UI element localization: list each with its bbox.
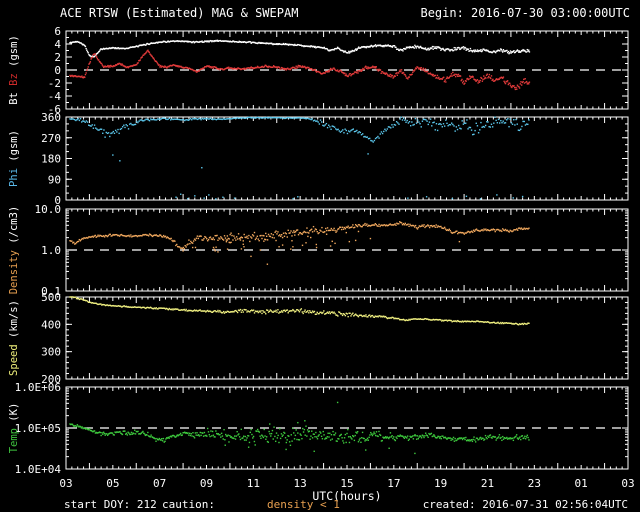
y-tick-label: 270	[41, 132, 61, 145]
y-tick-label: -4	[48, 90, 62, 103]
y-axis-label: Bt Bz (gsm)	[8, 35, 20, 105]
y-tick-label: 1.0E+04	[15, 463, 62, 476]
x-tick-label: 03	[621, 477, 634, 490]
y-tick-label: 300	[41, 346, 61, 359]
y-tick-label: 90	[48, 173, 61, 186]
y-axis-ticks	[66, 208, 628, 292]
y-tick-label: 1.0E+06	[15, 381, 61, 394]
x-axis-labels: 03 05 07 09 11 13 15 17 19 21 23 01 03	[59, 477, 634, 490]
x-tick-label: 05	[106, 477, 119, 490]
y-tick-label: 200	[41, 373, 61, 386]
y-tick-label: 10.0	[35, 203, 62, 216]
y-tick-label: 2	[54, 51, 61, 64]
y-axis-label: Temp (K)	[8, 403, 20, 454]
x-tick-label: 09	[200, 477, 213, 490]
y-tick-label: 0	[54, 64, 61, 77]
y-tick-label: 0.1	[41, 285, 61, 298]
x-tick-label: 03	[59, 477, 72, 490]
y-tick-label: 1.0E+05	[15, 422, 61, 435]
y-tick-label: 0	[54, 194, 61, 207]
x-tick-label: 07	[153, 477, 166, 490]
temp-series	[69, 401, 530, 455]
phi-series	[69, 116, 530, 200]
created-timestamp: created: 2016-07-31 02:56:04UTC	[422, 498, 628, 511]
bt-series	[69, 39, 531, 58]
caution-label: caution:	[162, 498, 215, 511]
y-axis-ticks	[66, 30, 628, 110]
x-axis-ticks	[65, 117, 629, 200]
x-tick-label: 11	[247, 477, 260, 490]
density-series	[69, 221, 530, 265]
y-axis-label: Phi (gsm)	[8, 130, 20, 187]
plot-begin-time: Begin: 2016-07-30 03:00:00UTC	[420, 6, 630, 20]
y-axis-ticks	[66, 116, 628, 201]
x-tick-label: 23	[528, 477, 541, 490]
x-tick-label: 13	[294, 477, 307, 490]
y-axis-label: Density (/cm3)	[8, 206, 20, 295]
y-tick-label: 360	[41, 111, 61, 124]
y-tick-label: 400	[41, 318, 61, 331]
x-axis-title: UTC(hours)	[312, 489, 382, 503]
panel-speed: 500 400 300 200 Speed (km/s)	[8, 291, 629, 386]
x-tick-label: 01	[575, 477, 588, 490]
y-tick-label: 1.0	[41, 244, 61, 257]
bz-series	[69, 49, 531, 91]
x-axis-ticks	[65, 297, 629, 379]
title-bar: ACE RTSW (Estimated) MAG & SWEPAM Begin:…	[0, 6, 640, 22]
start-doy-label: start DOY: 212	[64, 498, 157, 511]
x-tick-label: 19	[434, 477, 447, 490]
speed-series	[69, 296, 530, 326]
panel-phi: 360 270 180 90 0 Phi (gsm)	[8, 111, 629, 207]
caution-value: density < 1	[267, 498, 340, 511]
panel-temp: 1.0E+06 1.0E+05 1.0E+04 Temp (K)	[8, 381, 629, 476]
y-axis-label: Speed (km/s)	[8, 300, 20, 376]
x-tick-label: 15	[340, 477, 353, 490]
y-tick-label: 6	[54, 25, 61, 38]
y-tick-label: 4	[54, 38, 61, 51]
x-tick-label: 21	[481, 477, 494, 490]
plot-title: ACE RTSW (Estimated) MAG & SWEPAM	[60, 6, 299, 20]
y-tick-label: -6	[48, 103, 61, 116]
x-axis-ticks	[65, 209, 629, 291]
x-axis-ticks	[65, 31, 629, 109]
panel-density: 10.0 1.0 0.1 Density (/cm3)	[8, 203, 629, 298]
x-axis-ticks	[65, 387, 629, 469]
y-tick-label: 180	[41, 153, 61, 166]
y-tick-label: -2	[48, 77, 61, 90]
y-tick-label: 500	[41, 291, 61, 304]
y-axis-ticks	[66, 296, 628, 380]
x-tick-label: 17	[387, 477, 400, 490]
